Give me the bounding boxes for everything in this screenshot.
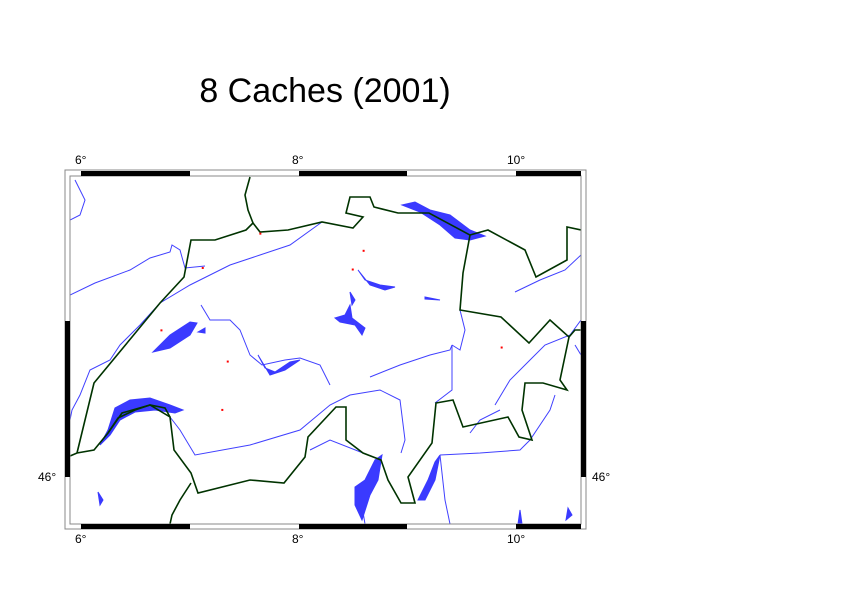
lake-geneva	[99, 397, 185, 446]
austria-border	[469, 226, 581, 279]
left-tick-46: 46°	[38, 470, 57, 484]
borders	[70, 176, 581, 524]
lake-small	[349, 291, 356, 307]
lake-como	[417, 454, 441, 501]
lake-lucerne	[333, 303, 366, 337]
cache-marker-1	[259, 232, 262, 235]
map-frame	[64, 169, 587, 530]
rivers	[70, 179, 581, 524]
top-tick-8: 8°	[292, 153, 304, 167]
cache-marker-2	[201, 266, 204, 269]
lake-biel	[196, 327, 206, 334]
cache-marker-8	[500, 346, 503, 349]
right-tick-46: 46°	[592, 470, 611, 484]
lake-zurich	[357, 269, 396, 291]
italy-france-border	[169, 482, 192, 524]
cache-marker-3	[362, 249, 365, 252]
bottom-tick-8: 8°	[292, 532, 304, 546]
lake-maggiore	[354, 453, 383, 522]
cache-markers	[160, 232, 503, 411]
austria-italy-border	[568, 329, 581, 338]
lake-geneva-border	[107, 404, 171, 434]
lake-thun	[257, 354, 301, 376]
lake-neuchatel	[151, 321, 198, 353]
bottom-tick-10: 10°	[507, 532, 526, 546]
germany-france-border	[244, 176, 254, 224]
cache-marker-4	[351, 268, 354, 271]
cache-marker-7	[221, 408, 224, 411]
lakes	[97, 201, 573, 524]
map-title: 8 Caches (2001)	[199, 72, 451, 110]
top-tick-10: 10°	[507, 153, 526, 167]
top-tick-6: 6°	[75, 153, 87, 167]
cache-marker-6	[226, 360, 229, 363]
cache-marker-5	[160, 329, 163, 332]
bottom-tick-6: 6°	[75, 532, 87, 546]
swiss-border	[70, 196, 570, 504]
